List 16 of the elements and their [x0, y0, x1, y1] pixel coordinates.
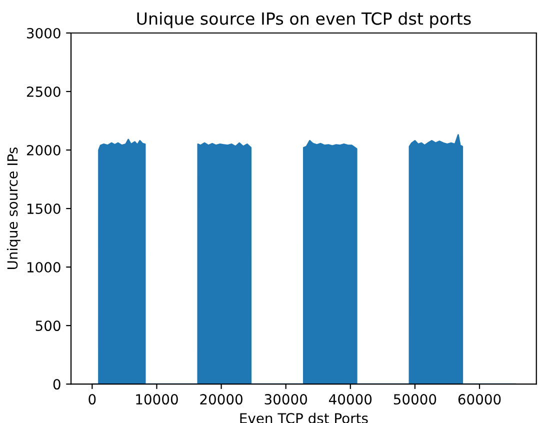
x-tick-label: 30000 — [264, 394, 308, 405]
y-tick-label: 2000 — [26, 144, 60, 156]
y-axis-title: Unique source IPs — [6, 148, 20, 270]
y-tick-label: 0 — [53, 379, 60, 390]
y-tick-label: 1500 — [27, 204, 60, 214]
y-tick-label: 500 — [36, 320, 60, 332]
x-tick-label: 60000 — [458, 394, 501, 405]
y-tick-label: 2500 — [26, 86, 60, 97]
chart-title: Unique source IPs on even TCP dst ports — [137, 12, 471, 28]
y-tick-label: 1000 — [27, 262, 60, 273]
x-tick-label: 10000 — [136, 394, 178, 405]
x-tick-label: 20000 — [200, 394, 242, 405]
y-tick-label: 3000 — [27, 28, 60, 38]
x-tick-label: 50000 — [394, 394, 436, 405]
x-tick-label: 40000 — [328, 394, 372, 405]
x-tick-label: 0 — [88, 394, 96, 405]
